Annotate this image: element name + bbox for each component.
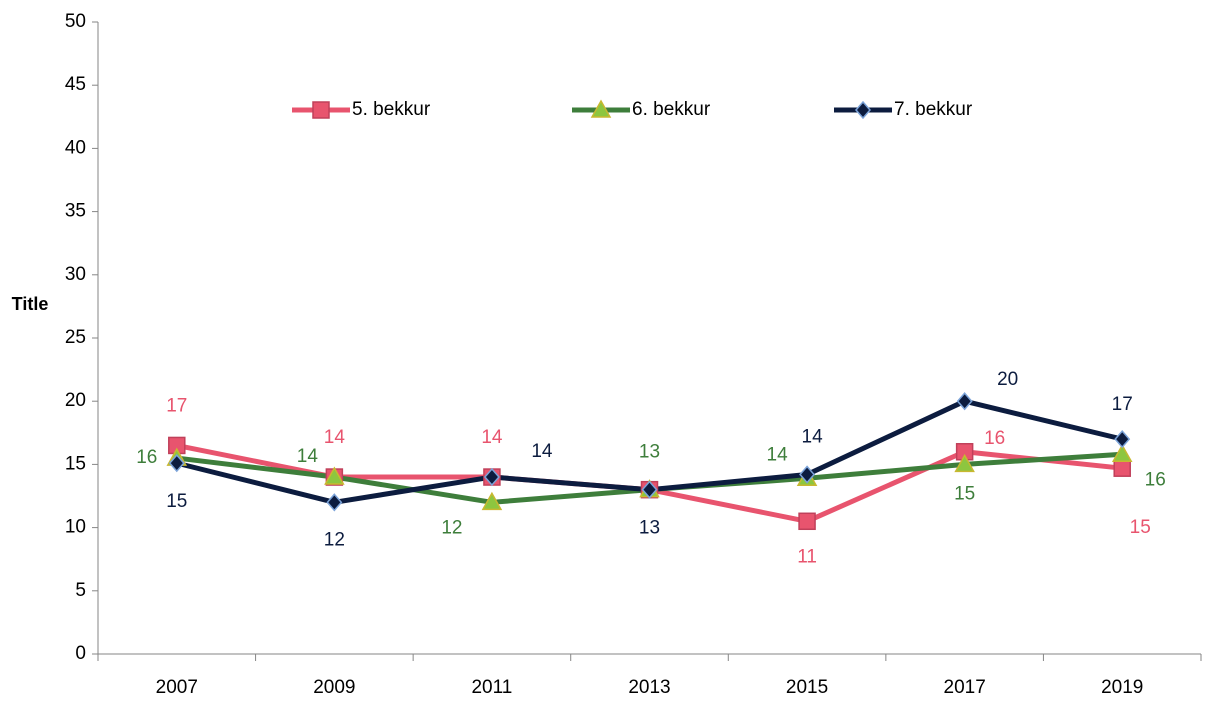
data-label: 14 [324,427,346,448]
x-tick-label: 2007 [156,677,198,698]
marker [855,100,871,120]
marker [1113,459,1131,477]
marker [483,467,500,487]
x-tick-label: 2017 [944,677,986,698]
legend-label: 5. bekkur [352,99,431,120]
data-label: 17 [166,395,187,416]
y-tick-label: 0 [75,643,86,664]
data-label: 16 [984,428,1005,449]
y-tick-label: 5 [75,580,86,601]
data-label: 17 [1112,394,1133,415]
data-label: 20 [997,369,1018,390]
data-label: 14 [297,446,319,467]
y-tick-label: 40 [65,137,86,158]
data-label: 15 [954,483,975,504]
y-tick-label: 25 [65,327,86,348]
legend-label: 6. bekkur [632,99,711,120]
marker [481,491,503,511]
x-tick-label: 2019 [1101,677,1143,698]
marker [326,493,343,512]
y-tick-label: 45 [65,74,86,95]
data-label: 14 [531,441,553,462]
data-label: 11 [797,546,817,567]
data-label: 16 [1145,469,1166,490]
marker [312,101,330,119]
y-tick-label: 15 [65,453,86,474]
x-tick-label: 2013 [628,677,670,698]
y-tick-label: 10 [65,517,86,538]
data-label: 12 [441,517,462,538]
data-label: 13 [639,442,660,463]
marker [590,99,612,118]
y-tick-label: 30 [65,264,86,285]
marker [798,512,816,531]
data-label: 13 [639,518,660,539]
y-tick-label: 20 [65,390,86,411]
data-label: 14 [481,427,503,448]
data-label: 16 [136,447,157,468]
y-tick-label: 50 [65,11,86,32]
y-axis-title: Title [12,294,49,314]
data-label: 14 [802,427,824,448]
marker [641,480,658,499]
data-label: 12 [324,529,345,550]
data-label: 15 [166,491,187,512]
data-label: 14 [767,444,789,465]
x-tick-label: 2015 [786,677,828,698]
marker [1114,429,1131,449]
data-label: 15 [1130,517,1151,538]
marker [324,466,345,485]
x-tick-label: 2011 [471,677,512,698]
marker [799,465,816,484]
marker [954,453,975,473]
marker [168,453,185,473]
y-tick-label: 35 [65,201,86,222]
legend-label: 7. bekkur [894,99,973,120]
x-tick-label: 2009 [313,677,355,698]
marker [1111,443,1133,463]
marker [956,392,973,411]
